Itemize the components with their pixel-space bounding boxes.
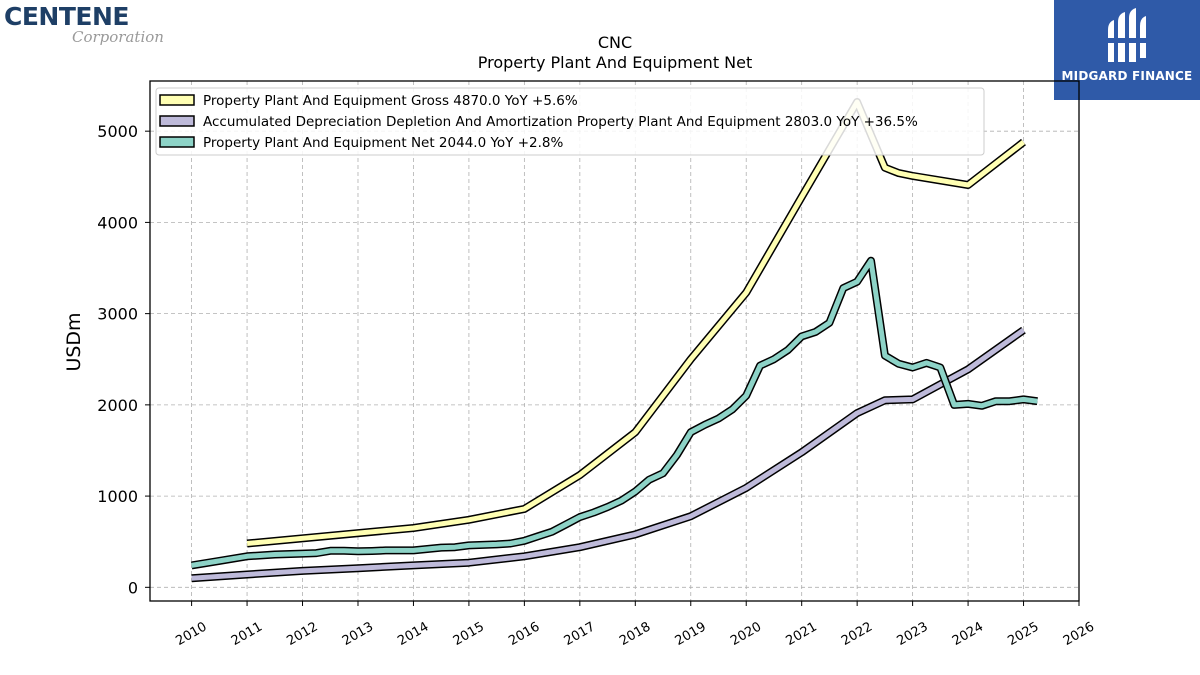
x-tick-label: 2018 xyxy=(617,619,653,649)
centene-logo-sub: Corporation xyxy=(72,28,164,46)
x-tick-label: 2024 xyxy=(950,619,986,649)
grid xyxy=(150,81,1080,601)
x-tick-label: 2011 xyxy=(229,619,265,649)
x-tick-label: 2019 xyxy=(673,619,709,649)
legend-swatch xyxy=(159,136,195,148)
midgard-logo-text: MIDGARD FINANCE xyxy=(1061,69,1193,83)
x-tick-label: 2012 xyxy=(284,619,320,649)
y-tick-label: 3000 xyxy=(97,305,138,324)
legend-swatch xyxy=(159,94,195,106)
midgard-finance-logo: MIDGARD FINANCE xyxy=(1054,0,1200,100)
x-tick-label: 2016 xyxy=(506,619,542,649)
y-axis-label: USDm xyxy=(63,312,85,371)
plot-frame xyxy=(149,80,1080,602)
x-tick-label: 2021 xyxy=(784,619,820,649)
x-tick-label: 2010 xyxy=(173,619,209,649)
x-tick-label: 2023 xyxy=(894,619,930,649)
y-tick-label: 4000 xyxy=(97,213,138,232)
chart-subtitle: Property Plant And Equipment Net xyxy=(478,53,753,72)
x-tick-label: 2014 xyxy=(395,619,431,649)
x-tick-label: 2013 xyxy=(340,619,376,649)
series-0-line xyxy=(246,99,1026,546)
legend-entry: Property Plant And Equipment Net 2044.0 … xyxy=(203,135,563,151)
legend-entry: Property Plant And Equipment Gross 4870.… xyxy=(203,93,578,109)
x-tick-label: 2025 xyxy=(1005,619,1041,649)
y-tick-label: 0 xyxy=(128,578,138,597)
y-tick-label: 2000 xyxy=(97,396,138,415)
series-2-line xyxy=(191,258,1038,568)
x-tick-label: 2022 xyxy=(839,619,875,649)
centene-logo-main: CENTENE xyxy=(4,2,129,31)
x-tick-label: 2020 xyxy=(728,619,764,649)
x-tick-label: 2015 xyxy=(451,619,487,649)
legend-entry: Accumulated Depreciation Depletion And A… xyxy=(203,114,918,130)
x-tick-label: 2017 xyxy=(562,619,598,649)
y-tick-label: 5000 xyxy=(97,122,138,141)
y-tick-label: 1000 xyxy=(97,487,138,506)
chart-title: CNC xyxy=(598,33,632,52)
series-1-line xyxy=(191,328,1025,581)
centene-logo: CENTENE Corporation xyxy=(4,2,174,46)
legend-swatch xyxy=(159,115,195,127)
series-lines xyxy=(190,98,1038,583)
midgard-emblem-icon xyxy=(1106,8,1148,62)
series-2-outline xyxy=(190,256,1038,570)
legend-box xyxy=(155,87,985,156)
legend: Property Plant And Equipment Gross 4870.… xyxy=(155,87,985,156)
x-tick-label: 2026 xyxy=(1061,619,1097,649)
